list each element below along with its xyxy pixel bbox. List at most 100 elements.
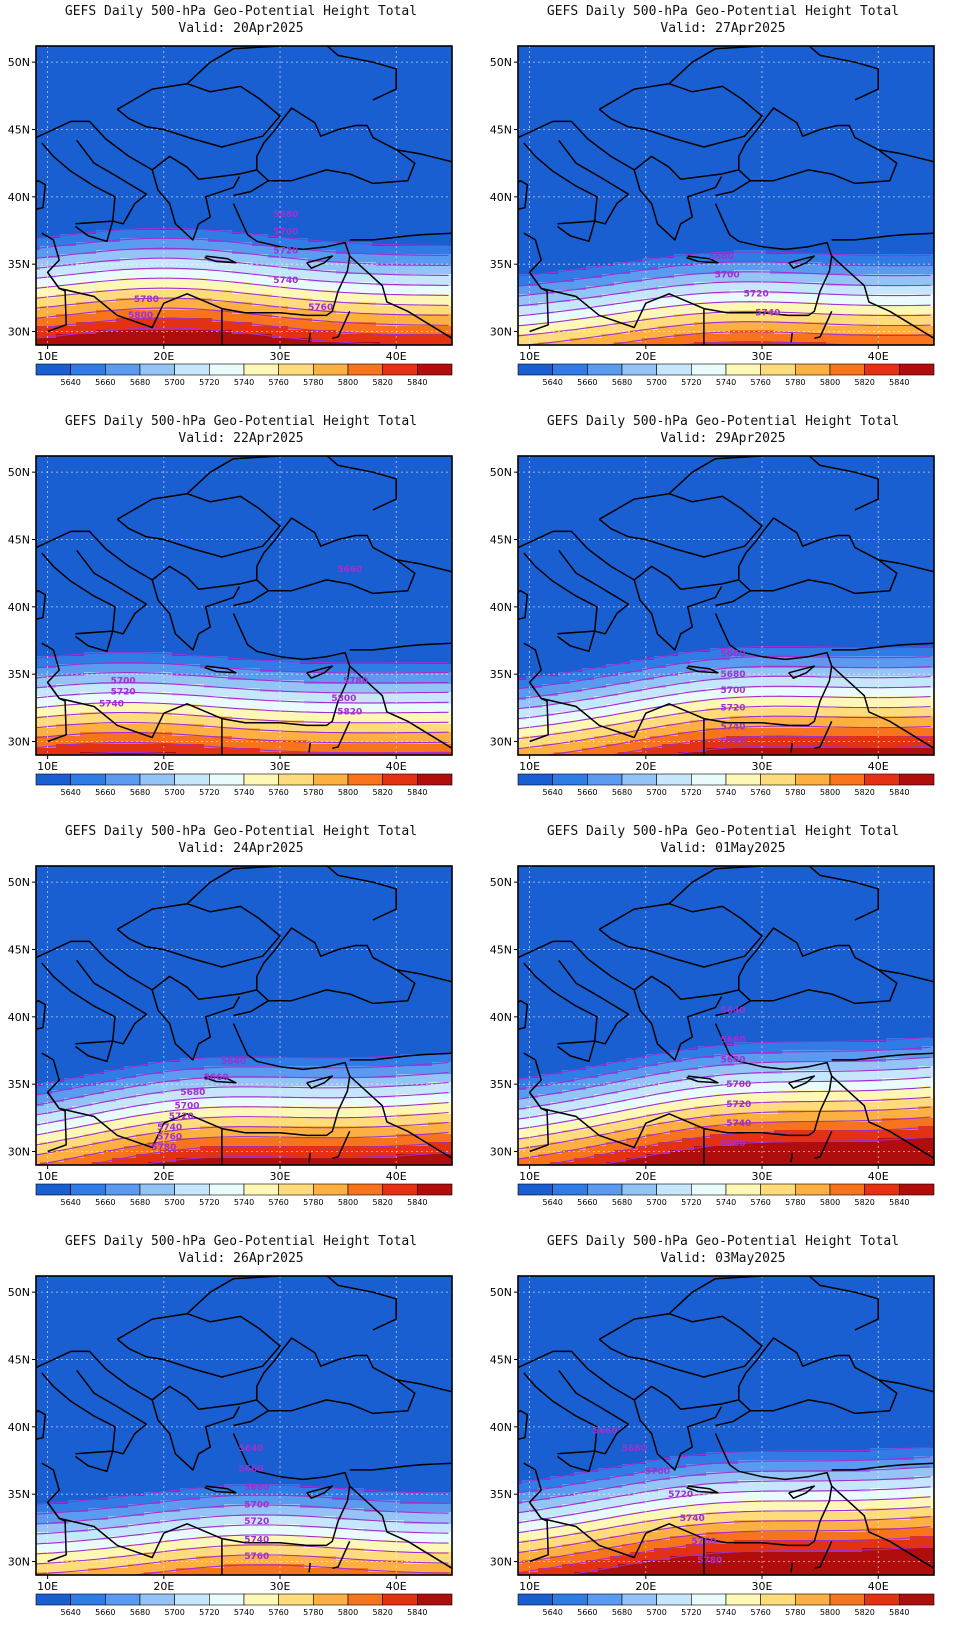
field-cell	[40, 94, 45, 99]
field-cell	[204, 82, 209, 87]
field-cell	[284, 130, 289, 135]
field-cell	[244, 110, 249, 115]
field-cell	[252, 298, 257, 303]
field-cell	[260, 202, 265, 207]
field-cell	[292, 186, 297, 191]
field-cell	[284, 322, 289, 327]
field-cell	[244, 94, 249, 99]
field-cell	[124, 230, 129, 235]
field-cell	[144, 214, 149, 219]
field-cell	[192, 274, 197, 279]
field-cell	[256, 178, 261, 183]
field-cell	[220, 154, 225, 159]
field-cell	[104, 150, 109, 155]
field-cell	[212, 98, 217, 103]
field-cell	[272, 142, 277, 147]
field-cell	[220, 178, 225, 183]
field-cell	[236, 326, 241, 331]
field-cell	[288, 154, 293, 159]
field-cell	[248, 194, 253, 199]
field-cell	[152, 158, 157, 163]
field-cell	[156, 202, 161, 207]
field-cell	[280, 182, 285, 187]
field-cell	[240, 98, 245, 103]
field-cell	[96, 274, 101, 279]
field-cell	[164, 230, 169, 235]
field-cell	[64, 198, 69, 203]
field-cell	[48, 54, 53, 59]
field-cell	[156, 118, 161, 123]
field-cell	[200, 122, 205, 127]
field-cell	[248, 338, 253, 343]
field-cell	[244, 158, 249, 163]
field-cell	[144, 270, 149, 275]
field-cell	[280, 142, 285, 147]
field-cell	[84, 246, 89, 251]
field-cell	[204, 330, 209, 335]
field-cell	[172, 338, 177, 343]
field-cell	[120, 130, 125, 135]
field-cell	[208, 94, 213, 99]
field-cell	[84, 238, 89, 243]
field-cell	[228, 178, 233, 183]
field-cell	[200, 110, 205, 115]
field-cell	[288, 130, 293, 135]
field-cell	[288, 198, 293, 203]
field-cell	[248, 70, 253, 75]
field-cell	[232, 106, 237, 111]
field-cell	[252, 130, 257, 135]
field-cell	[236, 226, 241, 231]
field-cell	[108, 66, 113, 71]
field-cell	[120, 162, 125, 167]
field-cell	[216, 186, 221, 191]
field-cell	[60, 338, 65, 343]
field-cell	[180, 102, 185, 107]
field-cell	[104, 298, 109, 303]
field-cell	[52, 66, 57, 71]
field-cell	[228, 334, 233, 339]
field-cell	[256, 214, 261, 219]
field-cell	[288, 122, 293, 127]
field-cell	[128, 290, 133, 295]
field-cell	[260, 114, 265, 119]
field-cell	[252, 150, 257, 155]
field-cell	[136, 290, 141, 295]
field-cell	[56, 210, 61, 215]
field-cell	[64, 150, 69, 155]
field-cell	[228, 182, 233, 187]
field-cell	[164, 170, 169, 175]
field-cell	[224, 294, 229, 299]
field-cell	[284, 66, 289, 71]
field-cell	[48, 162, 53, 167]
field-cell	[176, 190, 181, 195]
field-cell	[96, 150, 101, 155]
field-cell	[244, 162, 249, 167]
field-cell	[40, 250, 45, 255]
field-cell	[292, 290, 297, 295]
field-cell	[224, 170, 229, 175]
field-cell	[268, 146, 273, 151]
field-cell	[132, 82, 137, 87]
field-cell	[284, 142, 289, 147]
field-cell	[200, 182, 205, 187]
field-cell	[236, 274, 241, 279]
field-cell	[220, 294, 225, 299]
field-cell	[60, 238, 65, 243]
field-cell	[184, 90, 189, 95]
field-cell	[272, 290, 277, 295]
field-cell	[248, 122, 253, 127]
field-cell	[176, 218, 181, 223]
field-cell	[272, 114, 277, 119]
field-cell	[288, 182, 293, 187]
field-cell	[168, 102, 173, 107]
field-cell	[192, 250, 197, 255]
field-cell	[168, 190, 173, 195]
field-cell	[120, 182, 125, 187]
field-cell	[120, 186, 125, 191]
field-cell	[116, 50, 121, 55]
field-cell	[184, 190, 189, 195]
field-cell	[240, 166, 245, 171]
field-cell	[180, 194, 185, 199]
field-cell	[220, 66, 225, 71]
field-cell	[104, 258, 109, 263]
